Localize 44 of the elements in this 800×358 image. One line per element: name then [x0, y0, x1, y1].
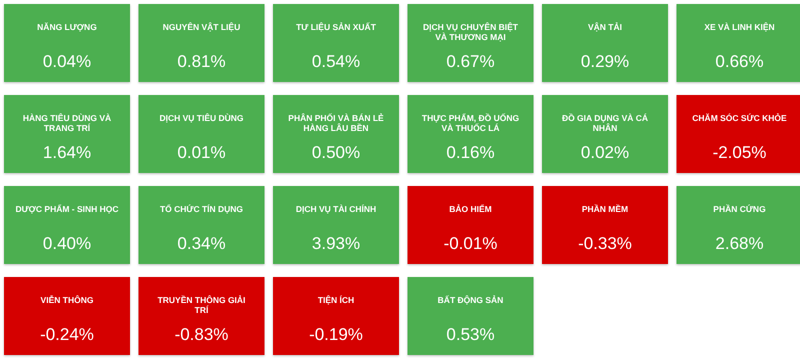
category-label: BẤT ĐỘNG SẢN [438, 295, 504, 305]
data-label: -2.05% [712, 143, 766, 162]
data-label: 0.02% [580, 143, 630, 162]
category-label: TỔ CHỨC TÍN DỤNG [160, 204, 244, 214]
data-label: 0.81% [177, 52, 226, 71]
category-label: DƯỢC PHẨM - SINH HỌC [15, 204, 119, 214]
category-label: HÀNG TIÊU DÙNG VÀ TRANG TRÍ [22, 113, 112, 133]
category-label: NĂNG LƯỢNG [37, 22, 98, 32]
data-label: 0.67% [446, 52, 495, 71]
data-label: 0.53% [446, 325, 495, 344]
category-label: NGUYÊN VẬT LIỆU [162, 22, 240, 32]
data-label: 0.66% [715, 52, 764, 71]
data-label: -0.24% [40, 325, 94, 344]
data-label: 0.16% [446, 143, 495, 162]
category-label: DỊCH VỤ TÀI CHÍNH [296, 204, 376, 214]
category-label: PHÂN PHỐI VÀ BÁN LẺ HÀNG LÂU BỀN [288, 113, 384, 133]
category-label: PHẦN MỀM [582, 204, 628, 214]
data-label: 0.01% [177, 143, 226, 162]
category-label: BẢO HIỂM [449, 204, 492, 214]
data-label: 3.93% [312, 234, 360, 253]
data-label: 0.29% [580, 52, 630, 71]
data-label: 0.54% [312, 52, 360, 71]
data-label: -0.33% [578, 234, 632, 253]
data-label: -0.83% [174, 325, 228, 344]
data-label: 0.34% [177, 234, 226, 253]
category-label: TIỆN ÍCH [318, 295, 354, 305]
category-label: TRUYỀN THÔNG GIẢI TRÍ [158, 295, 246, 315]
category-label: TƯ LIỆU SẢN XUẤT [296, 22, 377, 32]
category-label: DỊCH VỤ TIÊU DÙNG [159, 113, 244, 123]
category-label: PHẦN CỨNG [713, 204, 766, 214]
category-label: THỰC PHẨM, ĐỒ UỐNG VÀ THUỐC LÁ [422, 113, 520, 133]
category-label: DỊCH VỤ CHUYÊN BIỆT VÀ THƯƠNG MẠI [423, 22, 519, 42]
data-label: 0.40% [42, 234, 92, 253]
category-label: ĐỒ GIA DỤNG VÀ CÁ NHÂN [562, 113, 648, 133]
category-label: VIỄN THÔNG [40, 295, 94, 305]
data-label: -0.19% [309, 325, 363, 344]
data-label: -0.01% [444, 234, 498, 253]
category-label: VẬN TẢI [588, 22, 622, 32]
category-label: CHĂM SÓC SỨC KHỎE [692, 113, 788, 123]
data-label: 0.50% [312, 143, 360, 162]
category-label: XE VÀ LINH KIỆN [704, 22, 775, 32]
data-label: 1.64% [42, 143, 92, 162]
data-label: 0.04% [42, 52, 92, 71]
data-label: 2.68% [715, 234, 764, 253]
